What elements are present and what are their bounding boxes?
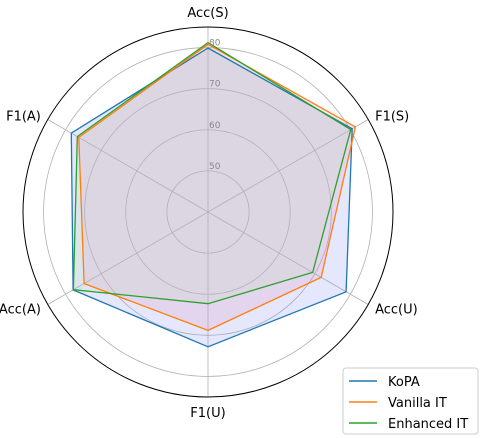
legend-box bbox=[342, 367, 479, 435]
spoke-acc-a bbox=[47, 211, 209, 305]
axis-label-f1-u: F1(U) bbox=[190, 406, 225, 421]
legend-label-enhanced-it: Enhanced IT bbox=[388, 417, 468, 432]
series-fill-enhanced-it bbox=[73, 42, 351, 304]
radial-tick-label: 60 bbox=[209, 121, 221, 131]
spoke-f1-a bbox=[47, 119, 209, 213]
radial-tick-label: 80 bbox=[209, 39, 221, 49]
axis-label-acc-s: Acc(S) bbox=[187, 6, 228, 21]
legend-label-kopa: KoPA bbox=[388, 375, 420, 390]
spoke-f1-s bbox=[207, 119, 369, 213]
axis-label-f1-a: F1(A) bbox=[6, 110, 41, 125]
series-line-enhanced-it bbox=[72, 41, 352, 305]
radar-grid bbox=[22, 26, 394, 398]
spoke-acc-u bbox=[207, 211, 369, 305]
radar-series bbox=[70, 41, 357, 348]
axis-label-acc-a: Acc(A) bbox=[0, 303, 41, 318]
axis-label-acc-u: Acc(U) bbox=[375, 303, 418, 318]
series-line-kopa bbox=[70, 47, 353, 348]
series-fill-kopa bbox=[71, 48, 353, 347]
radial-tick-label: 50 bbox=[209, 162, 221, 172]
legend: KoPA Vanilla IT Enhanced IT bbox=[342, 367, 479, 435]
radial-tick-labels: 50 60 70 80 bbox=[209, 39, 221, 172]
legend-label-vanilla-it: Vanilla IT bbox=[388, 396, 447, 411]
outer-boundary bbox=[22, 26, 394, 398]
radial-tick-label: 70 bbox=[209, 80, 221, 90]
series-line-vanilla-it bbox=[78, 43, 357, 332]
axis-labels: Acc(S) F1(S) Acc(U) F1(U) Acc(A) F1(A) bbox=[0, 6, 418, 421]
axis-label-f1-s: F1(S) bbox=[375, 110, 409, 125]
series-fill-vanilla-it bbox=[78, 44, 356, 331]
